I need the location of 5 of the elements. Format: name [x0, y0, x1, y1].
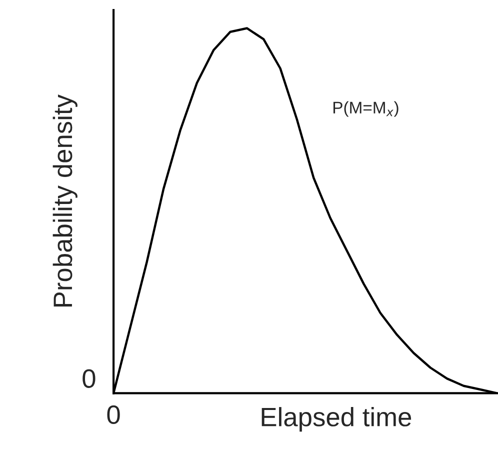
text: 0 [82, 369, 96, 388]
y-axis-title: Probability density [52, 94, 78, 306]
annotation: P(M=M$_{x}$) [333, 101, 398, 117]
text: 0 [107, 405, 120, 424]
x-axis-title: Elapsed time [262, 407, 412, 432]
